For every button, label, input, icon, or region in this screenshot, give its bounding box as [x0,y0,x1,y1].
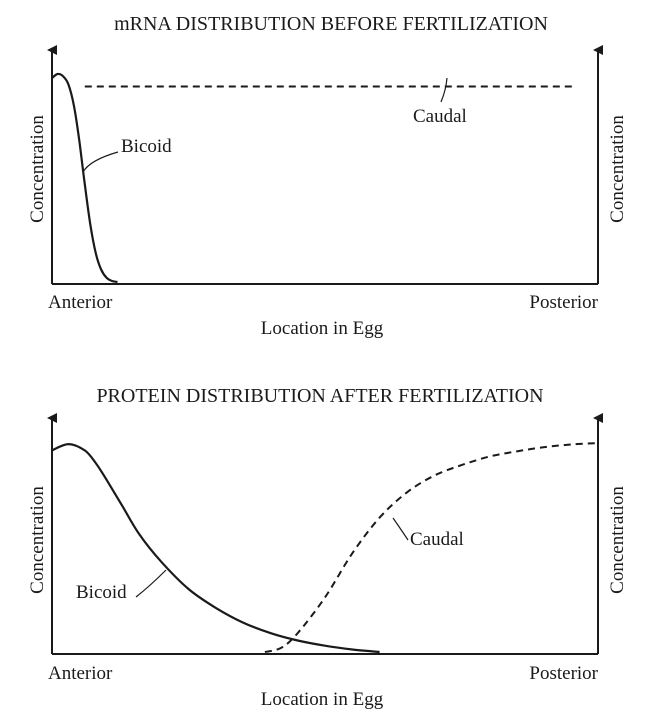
x-tick-label-anterior: Anterior [48,663,113,684]
x-axis-label: Location in Egg [261,318,384,339]
y-axis-label-left: Concentration [27,115,48,223]
label-leader-caudal [440,77,448,103]
y-axis-label-right: Concentration [607,115,628,223]
x-tick-label-posterior: Posterior [529,663,598,684]
label-leader-caudal [392,517,409,541]
chart-protein: PROTEIN DISTRIBUTION AFTER FERTILIZATION… [27,385,628,710]
series-line-bicoid [51,442,380,654]
series-line-bicoid [51,72,118,284]
chart-title: mRNA DISTRIBUTION BEFORE FERTILIZATION [114,13,548,35]
x-tick-label-posterior: Posterior [529,292,598,313]
series-label-bicoid: Bicoid [121,136,172,157]
y-axis-label-left: Concentration [27,486,48,594]
y-axis-label-right: Concentration [607,486,628,594]
label-leader-bicoid [135,569,167,598]
series-label-caudal: Caudal [410,529,464,550]
chart-mrna: mRNA DISTRIBUTION BEFORE FERTILIZATION C… [27,13,628,339]
series-label-bicoid: Bicoid [76,582,127,603]
series-line-caudal [264,442,599,653]
label-leader-bicoid [82,151,119,173]
x-tick-label-anterior: Anterior [48,292,113,313]
chart-title: PROTEIN DISTRIBUTION AFTER FERTILIZATION [96,385,543,407]
x-axis-label: Location in Egg [261,689,384,710]
series-label-caudal: Caudal [413,106,467,127]
